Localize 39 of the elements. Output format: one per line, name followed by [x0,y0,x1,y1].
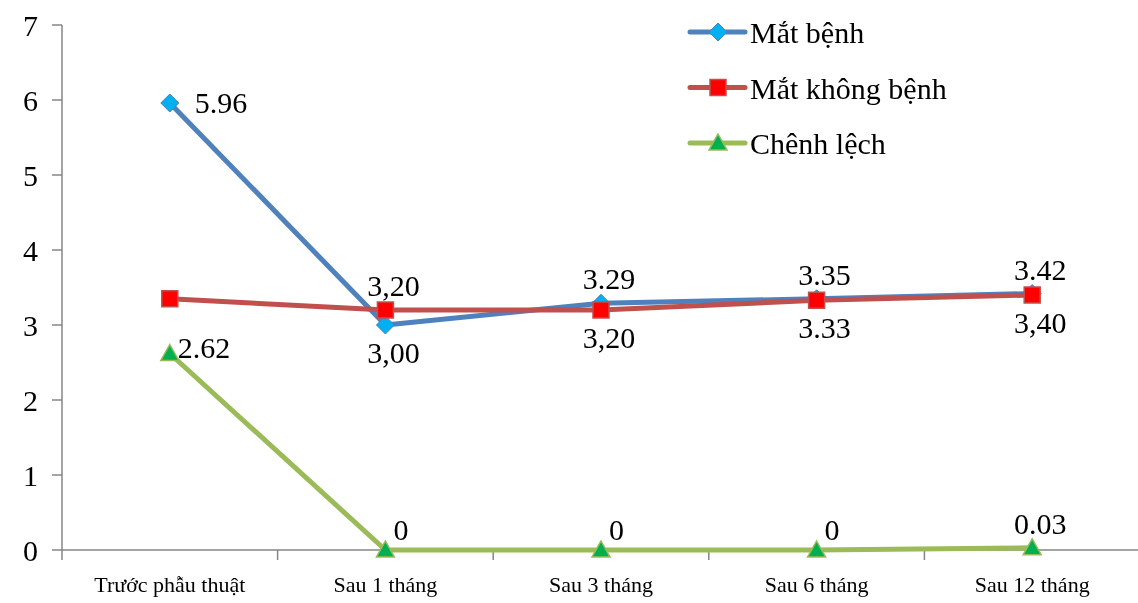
x-tick-label: Sau 3 tháng [549,572,653,597]
point [161,290,179,308]
point [160,343,180,362]
data-label: 0 [393,513,409,546]
data-label: 3,20 [582,321,636,354]
legend-label: Mắt không bệnh [750,71,947,105]
point [591,540,611,558]
y-tick-label: 1 [23,458,38,492]
y-tick-label: 0 [23,533,38,567]
x-tick-label: Sau 1 tháng [333,572,438,597]
data-label: 0 [609,513,624,546]
data-label: 3.33 [798,311,851,345]
data-label: 3.29 [582,262,636,296]
data-label: 3,20 [367,269,420,302]
y-tick-label: 2 [23,383,38,417]
data-label: 0.03 [1013,506,1067,540]
y-tick-label: 6 [23,83,38,117]
point [160,93,180,113]
x-tick-label: Sau 6 tháng [764,572,869,597]
data-label: 0 [824,513,840,546]
data-label: 3.42 [1013,252,1067,286]
data-label: 5.96 [194,86,248,119]
y-tick-label: 3 [23,308,38,342]
data-label: 2.62 [177,330,231,364]
x-tick-label: Sau 12 tháng [974,572,1090,597]
data-label: 3,40 [1013,306,1067,339]
y-tick-label: 5 [23,158,38,192]
legend-label: Mắt bệnh [750,16,865,49]
point [376,301,395,319]
point [806,540,827,558]
legend-label: Chênh lệch [750,127,886,160]
data-label: 3.35 [798,257,851,291]
y-tick-label: 7 [23,8,38,42]
data-label: 3,00 [367,336,420,369]
x-tick-label: Trước phẫu thuật [94,572,246,597]
point [1022,538,1042,556]
point [375,540,396,558]
y-tick-label: 4 [23,233,38,267]
point [592,301,610,319]
